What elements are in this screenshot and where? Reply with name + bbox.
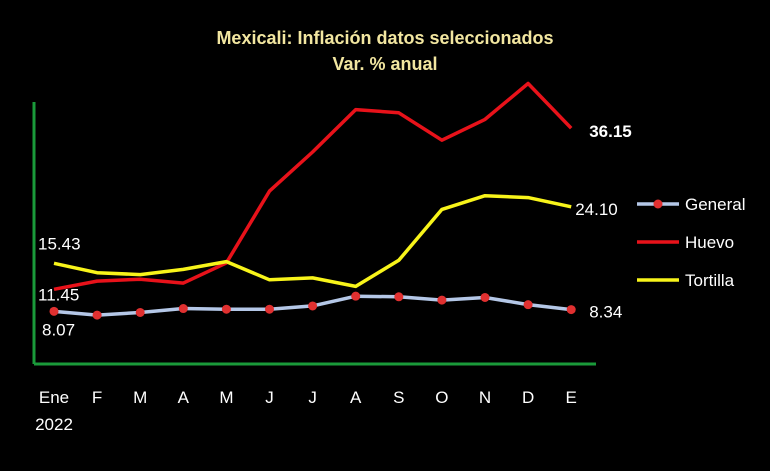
x-tick-label: E xyxy=(566,388,577,407)
chart-subtitle: Var. % anual xyxy=(332,54,437,74)
data-point-general xyxy=(221,304,231,314)
x-tick-label: A xyxy=(178,388,190,407)
data-point-general xyxy=(394,292,404,302)
legend-marker-general xyxy=(653,199,663,209)
data-point-general xyxy=(135,307,145,317)
data-point-general xyxy=(523,300,533,310)
data-label-general: 8.34 xyxy=(589,303,622,322)
data-point-general xyxy=(480,292,490,302)
chart-title: Mexicali: Inflación datos seleccionados xyxy=(216,28,553,48)
x-tick-label: J xyxy=(308,388,317,407)
x-tick-label: O xyxy=(435,388,448,407)
data-label-tortilla: 24.10 xyxy=(575,200,618,219)
data-point-general xyxy=(566,305,576,315)
legend-label-tortilla: Tortilla xyxy=(685,271,735,290)
data-labels: 8.07 8.34 11.45 36.15 15.43 24.10 xyxy=(38,122,632,339)
x-tick-label: S xyxy=(393,388,404,407)
data-point-general xyxy=(308,301,318,311)
x-tick-label: J xyxy=(265,388,274,407)
legend-label-general: General xyxy=(685,195,745,214)
x-tick-label: A xyxy=(350,388,362,407)
series-line-huevo xyxy=(53,81,573,292)
legend-label-huevo: Huevo xyxy=(685,233,734,252)
data-point-general xyxy=(351,291,361,301)
data-point-general xyxy=(49,306,59,316)
series-lines xyxy=(49,81,576,320)
data-label-huevo: 36.15 xyxy=(589,122,632,141)
x-tick-label: Ene xyxy=(39,388,69,407)
x-tick-label: F xyxy=(92,388,102,407)
x-tick-label: M xyxy=(219,388,233,407)
x-tick-label: N xyxy=(479,388,491,407)
x-tick-sublabel: 2022 xyxy=(35,415,73,434)
legend: General Huevo Tortilla xyxy=(637,195,745,290)
data-label-huevo: 11.45 xyxy=(38,285,79,304)
x-tick-label: D xyxy=(522,388,534,407)
data-point-general xyxy=(178,304,188,314)
series-line-tortilla xyxy=(53,193,572,289)
data-point-general xyxy=(265,304,274,314)
data-label-general: 8.07 xyxy=(42,320,75,339)
x-axis-ticks: Ene 2022 F M A M J J A S O N D E xyxy=(35,388,577,434)
data-label-tortilla: 15.43 xyxy=(38,234,81,253)
data-point-general xyxy=(92,310,102,320)
x-tick-label: M xyxy=(133,388,147,407)
data-point-general xyxy=(437,295,447,305)
